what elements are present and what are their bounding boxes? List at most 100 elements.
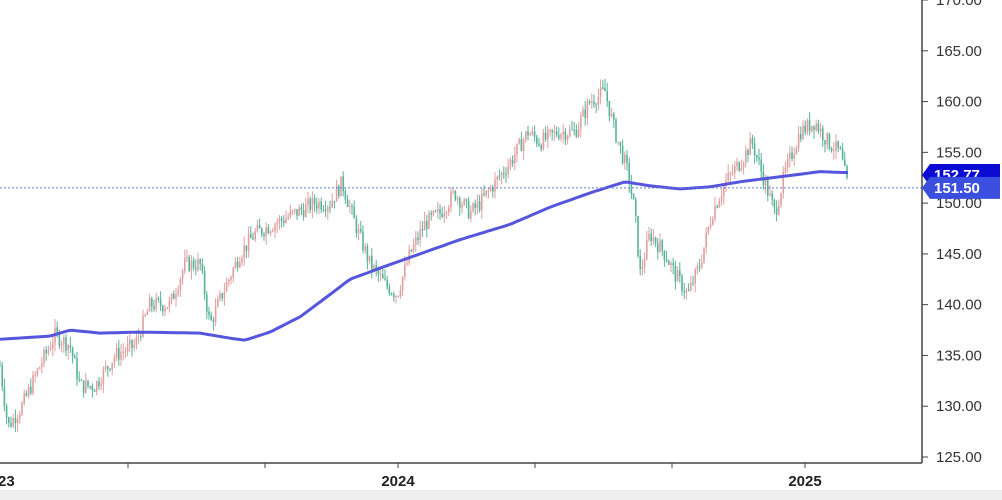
candle-body	[685, 289, 688, 293]
plot-background	[0, 0, 922, 463]
candle-body	[186, 256, 188, 259]
candle-body	[305, 204, 307, 217]
candle-body	[522, 139, 525, 152]
candle-body	[41, 363, 43, 368]
candle-body	[459, 198, 461, 208]
candle-body	[698, 266, 701, 268]
candle-body	[569, 129, 571, 137]
candle-body	[553, 131, 556, 133]
candle-body	[291, 210, 294, 212]
candle-body	[571, 129, 573, 131]
candle-body	[131, 339, 133, 348]
candle-body	[296, 209, 298, 216]
candle-body	[333, 201, 336, 203]
candle-body	[692, 282, 694, 284]
candle-body	[472, 203, 474, 212]
candle-body	[500, 172, 503, 177]
candle-body	[800, 134, 802, 140]
candle-body	[404, 264, 406, 277]
candle-body	[485, 190, 487, 195]
candle-body	[628, 162, 630, 184]
candle-body	[173, 293, 175, 299]
candle-body	[10, 422, 12, 427]
y-tick-label: 130.00	[936, 398, 982, 415]
candle-body	[148, 298, 151, 312]
candle-body	[100, 384, 102, 387]
candle-body	[98, 381, 100, 387]
candle-body	[789, 152, 791, 159]
y-tick-label: 125.00	[936, 449, 982, 466]
candle-body	[483, 193, 485, 195]
candle-body	[63, 337, 65, 345]
candle-body	[283, 220, 285, 223]
candle-body	[272, 230, 274, 232]
candle-body	[437, 209, 439, 212]
candle-body	[221, 293, 223, 299]
candle-body	[538, 143, 540, 146]
candle-body	[322, 209, 325, 211]
candle-body	[239, 262, 241, 268]
candle-body	[113, 357, 116, 363]
candle-body	[269, 231, 272, 234]
candle-body	[602, 87, 604, 89]
candle-body	[133, 344, 135, 348]
candle-body	[16, 418, 19, 424]
candle-body	[338, 185, 340, 197]
candle-body	[254, 231, 256, 240]
candle-body	[256, 225, 259, 232]
candle-body	[659, 240, 661, 253]
candle-body	[140, 336, 142, 338]
candle-body	[30, 386, 32, 394]
candle-body	[661, 240, 663, 251]
candle-body	[45, 350, 47, 354]
candle-body	[179, 279, 182, 291]
candle-body	[624, 154, 626, 164]
candle-body	[214, 306, 217, 323]
y-tick-label: 155.00	[936, 144, 982, 161]
candle-body	[707, 227, 710, 233]
candle-body	[665, 259, 668, 262]
candle-body	[5, 405, 8, 418]
candle-body	[267, 227, 270, 234]
x-tick-label: 2025	[788, 473, 821, 490]
candle-body	[729, 173, 732, 175]
candle-body	[351, 206, 353, 208]
candle-body	[573, 129, 575, 131]
candle-body	[14, 418, 17, 424]
candle-body	[25, 393, 28, 396]
candle-body	[514, 154, 516, 164]
candle-body	[723, 185, 725, 196]
candle-body	[225, 282, 228, 292]
candle-body	[230, 277, 232, 280]
candle-body	[397, 296, 399, 298]
candle-body	[188, 256, 190, 271]
candle-body	[287, 216, 289, 219]
candle-body	[353, 206, 355, 219]
candle-body	[289, 211, 292, 217]
candle-body	[74, 356, 76, 359]
candle-body	[439, 209, 441, 214]
candle-body	[551, 129, 553, 133]
candle-body	[657, 243, 659, 253]
candle-body	[236, 261, 239, 268]
bottom-scrollbar[interactable]	[0, 490, 1002, 500]
candle-body	[448, 207, 450, 213]
candle-body	[751, 138, 754, 144]
candle-body	[487, 190, 490, 192]
candle-body	[245, 245, 248, 251]
candle-body	[654, 237, 657, 244]
candle-body	[764, 179, 767, 186]
candle-body	[170, 293, 173, 301]
candle-body	[547, 129, 549, 140]
candle-body	[663, 250, 666, 260]
candle-body	[555, 131, 558, 136]
candle-body	[80, 380, 83, 382]
candle-body	[124, 351, 127, 353]
candle-body	[637, 215, 639, 257]
candle-body	[833, 150, 835, 152]
candle-body	[450, 191, 452, 208]
candle-body	[203, 271, 206, 295]
candle-body	[749, 138, 751, 155]
candle-body	[529, 134, 531, 136]
